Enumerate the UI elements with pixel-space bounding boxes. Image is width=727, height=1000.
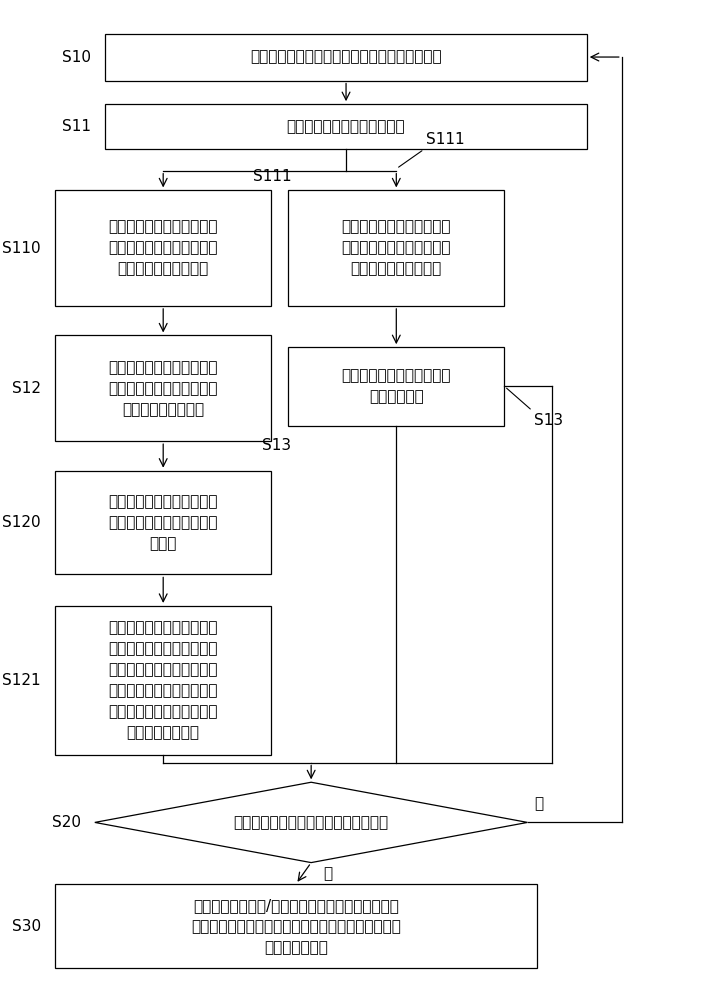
Text: 发出报警信息，和/或将出现异常时的传感器数据发
送到设备维护终端上；并将采集到的传感器数据上传
至服务器储存。: 发出报警信息，和/或将出现异常时的传感器数据发 送到设备维护终端上；并将采集到的… bbox=[191, 898, 401, 955]
Bar bbox=[55, 884, 537, 968]
Bar bbox=[288, 190, 505, 306]
Text: 检测传感器数据的信号幅度
，将模拟信号采集通道的信
号输入量程切换到第二输入
量程，或所述模拟信号采集
通道的信号输入量程继续保
持为第一输入量程: 检测传感器数据的信号幅度 ，将模拟信号采集通道的信 号输入量程切换到第二输入 量… bbox=[108, 620, 218, 740]
Bar bbox=[105, 34, 587, 81]
Text: 是: 是 bbox=[324, 866, 333, 881]
Bar bbox=[105, 104, 587, 149]
Text: 识别出所述传感器数据的类型: 识别出所述传感器数据的类型 bbox=[286, 119, 406, 134]
Bar bbox=[55, 190, 271, 306]
Text: 当传感器数据的类型为模拟
信号时，开启模拟信号采集
通道采集传感器数据: 当传感器数据的类型为模拟 信号时，开启模拟信号采集 通道采集传感器数据 bbox=[108, 360, 218, 417]
Text: S12: S12 bbox=[12, 381, 41, 396]
Text: S13: S13 bbox=[262, 438, 292, 453]
Text: 通过数据采集通道采集传感器输出的传感器数据: 通过数据采集通道采集传感器输出的传感器数据 bbox=[250, 50, 442, 65]
Text: S110: S110 bbox=[2, 241, 41, 256]
Text: 切换到数字信号采集通道采
集传感器数据: 切换到数字信号采集通道采 集传感器数据 bbox=[342, 368, 451, 404]
Text: S20: S20 bbox=[52, 815, 81, 830]
Text: 当采集到的传感器数据表现
为离散型信号时，则传感器
数据的类型为数字信号: 当采集到的传感器数据表现 为离散型信号时，则传感器 数据的类型为数字信号 bbox=[342, 220, 451, 277]
Text: S120: S120 bbox=[2, 515, 41, 530]
Text: S111: S111 bbox=[425, 132, 465, 147]
Text: 将所述模拟信号采集通道的
信号输入量程设置为第一输
入量程: 将所述模拟信号采集通道的 信号输入量程设置为第一输 入量程 bbox=[108, 494, 218, 551]
Bar bbox=[55, 606, 271, 755]
Text: S10: S10 bbox=[63, 50, 92, 65]
Text: S111: S111 bbox=[253, 169, 292, 184]
Text: 分析采集到的传感器数据是否出现异常: 分析采集到的传感器数据是否出现异常 bbox=[233, 815, 389, 830]
Text: S30: S30 bbox=[12, 919, 41, 934]
Text: S121: S121 bbox=[2, 673, 41, 688]
Text: 否: 否 bbox=[534, 796, 544, 811]
Polygon shape bbox=[95, 782, 528, 863]
Text: S11: S11 bbox=[63, 119, 92, 134]
Bar bbox=[55, 471, 271, 574]
Bar bbox=[288, 347, 505, 426]
Bar bbox=[55, 335, 271, 441]
Text: 当采集到的传感器数据表现
为连续的信号时，则传感器
数据的类型为模拟信号: 当采集到的传感器数据表现 为连续的信号时，则传感器 数据的类型为模拟信号 bbox=[108, 220, 218, 277]
Text: S13: S13 bbox=[534, 413, 563, 428]
